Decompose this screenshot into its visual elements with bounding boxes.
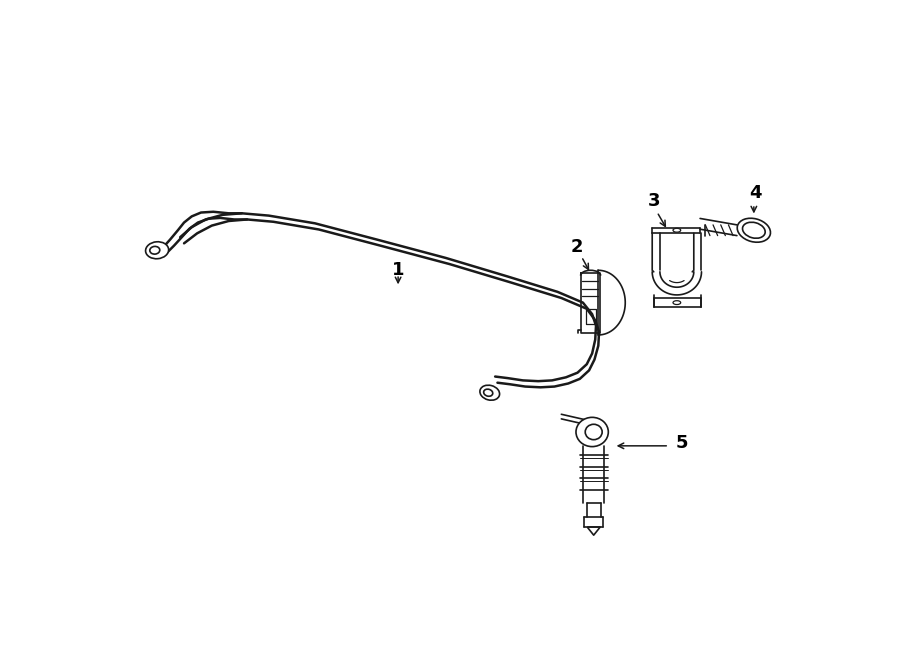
Text: 2: 2 — [571, 238, 583, 256]
Ellipse shape — [742, 222, 765, 238]
Text: 4: 4 — [749, 184, 761, 202]
Text: 3: 3 — [647, 192, 660, 210]
Ellipse shape — [576, 417, 608, 447]
Ellipse shape — [146, 242, 168, 258]
Ellipse shape — [737, 218, 770, 242]
Text: 5: 5 — [675, 434, 688, 451]
Ellipse shape — [480, 385, 500, 401]
Ellipse shape — [673, 301, 680, 305]
Ellipse shape — [673, 228, 680, 232]
Ellipse shape — [585, 424, 602, 440]
Text: 1: 1 — [392, 261, 404, 280]
Ellipse shape — [149, 247, 160, 254]
Ellipse shape — [483, 389, 493, 396]
